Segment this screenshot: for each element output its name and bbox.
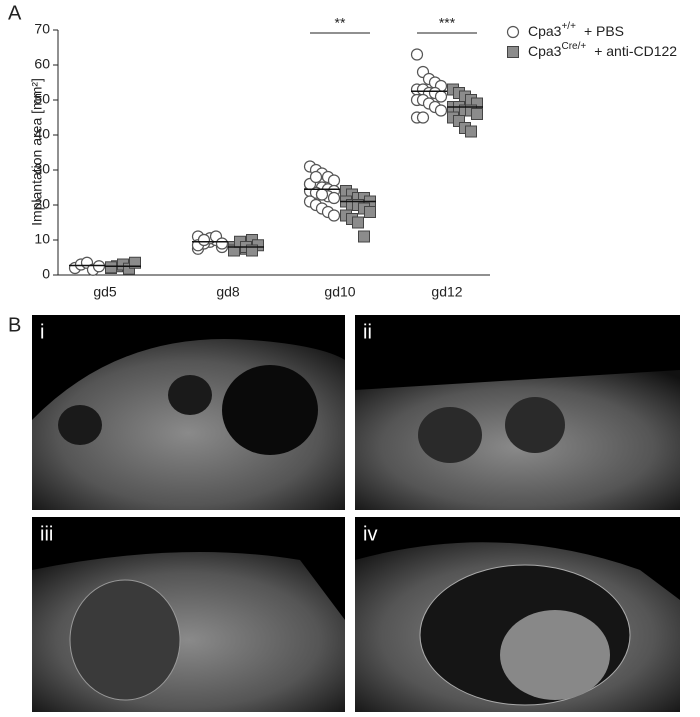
data-point: [434, 104, 448, 117]
image-label: iv: [363, 523, 377, 545]
significance-label: ***: [439, 15, 456, 31]
data-point: [434, 90, 448, 103]
data-point: [309, 170, 323, 184]
data-point: [416, 111, 430, 124]
sac: [58, 405, 102, 445]
embryo: [500, 610, 610, 700]
data-point: [246, 244, 258, 257]
sac: [168, 375, 212, 415]
sac: [69, 579, 181, 701]
legend-text: Cpa3: [528, 43, 562, 59]
significance-label: **: [335, 15, 346, 31]
data-point: [410, 48, 424, 61]
legend-text: Cre/+: [561, 41, 586, 52]
y-tick-label: 20: [34, 196, 50, 212]
data-point: [327, 191, 341, 205]
y-tick-label: 0: [42, 266, 50, 282]
legend-label: Cpa3+/+ + PBS: [528, 21, 624, 39]
x-tick-label: gd8: [216, 284, 240, 300]
data-point: [315, 188, 329, 201]
legend-text: Cpa3: [528, 23, 562, 39]
data-point: [465, 125, 477, 138]
data-point: [197, 233, 211, 247]
y-tick-label: 50: [34, 91, 50, 107]
data-point: [506, 25, 520, 39]
legend-text: +/+: [561, 21, 576, 32]
data-point: [358, 230, 370, 243]
data-point: [215, 237, 229, 250]
ultrasound-images: i ii iii iv: [32, 315, 680, 712]
data-point: [507, 46, 519, 58]
y-tick-label: 10: [34, 231, 50, 247]
legend-label: Cpa3Cre/+ + anti-CD122: [528, 41, 677, 59]
y-tick-label: 70: [34, 21, 50, 37]
sac: [222, 365, 318, 455]
data-point: [471, 108, 483, 120]
legend-text: + anti-CD122: [594, 43, 677, 59]
image-label: ii: [363, 321, 372, 343]
x-tick-label: gd5: [93, 284, 117, 300]
y-tick-label: 40: [34, 126, 50, 142]
y-tick-label: 30: [34, 161, 50, 177]
data-point: [105, 261, 117, 274]
data-point: [352, 216, 364, 229]
panel-label: B: [8, 314, 21, 336]
data-point: [364, 206, 376, 218]
image-label: iii: [40, 523, 53, 545]
y-tick-label: 60: [34, 56, 50, 72]
data-point: [327, 209, 341, 222]
y-axis-label: Implantation area [mm²]: [29, 78, 45, 226]
x-tick-label: gd10: [324, 284, 355, 300]
sac: [505, 397, 565, 453]
sac: [418, 407, 482, 463]
x-tick-label: gd12: [431, 284, 462, 300]
image-label: i: [40, 321, 44, 343]
data-point: [129, 256, 141, 269]
legend-text: + PBS: [584, 23, 624, 39]
panel-label: A: [8, 2, 22, 24]
